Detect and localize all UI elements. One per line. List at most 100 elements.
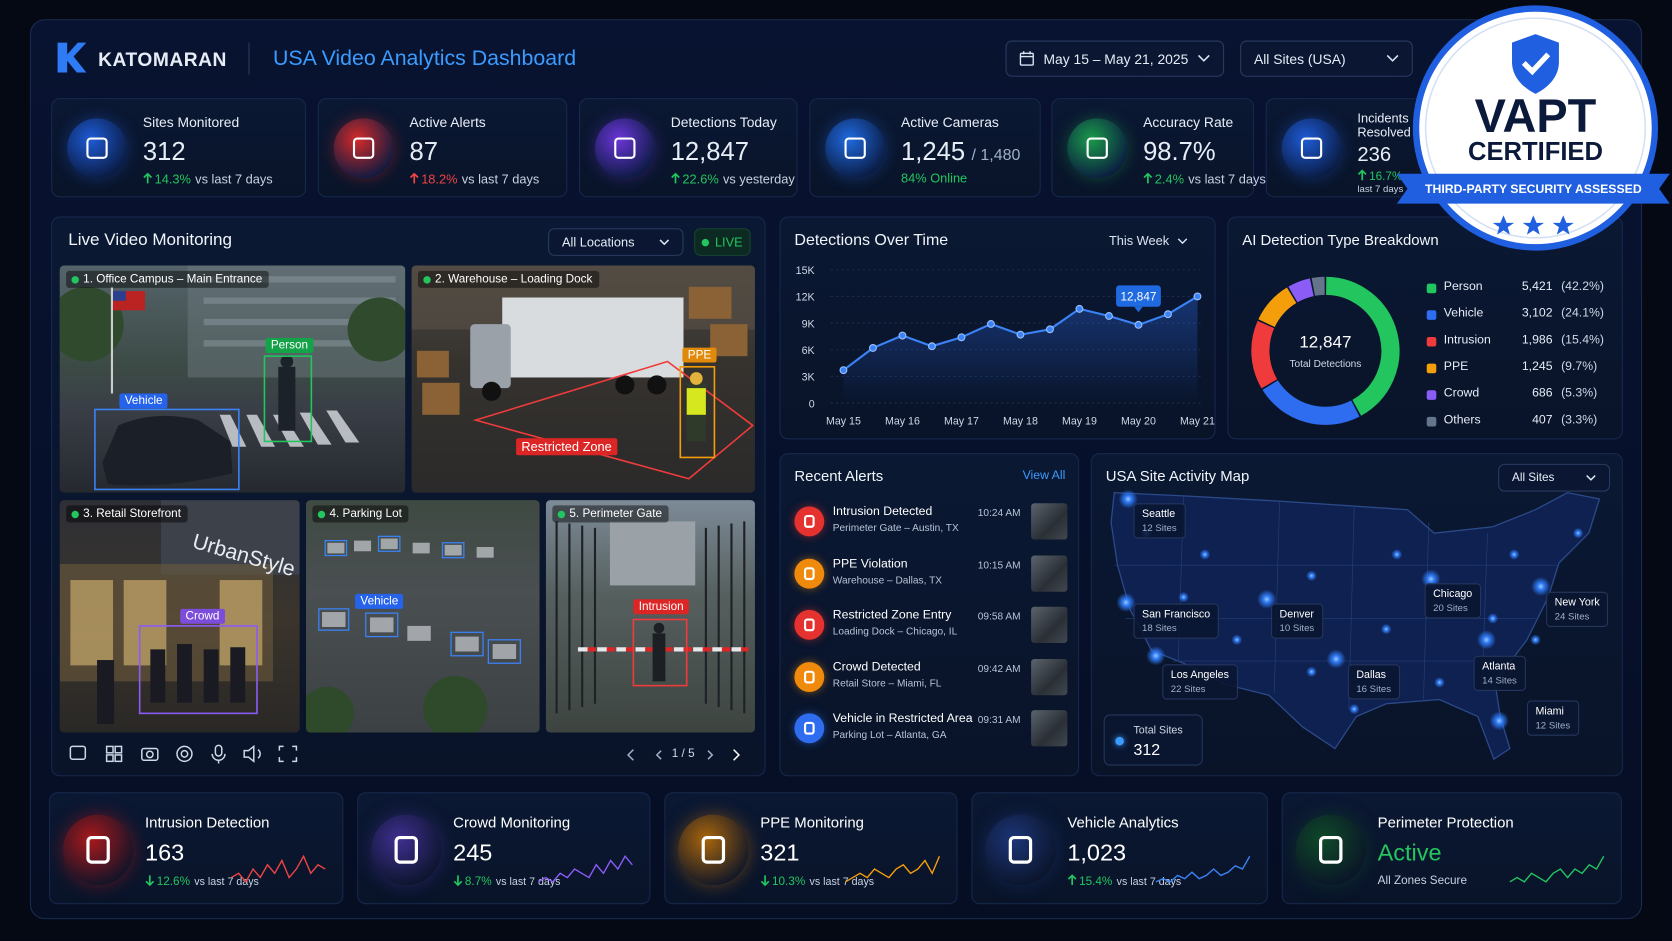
alert-glyph [803, 721, 815, 735]
y-tick-label: 12K [796, 292, 815, 304]
kpi-label: Active Alerts [409, 114, 486, 131]
detection-label: Intrusion [633, 599, 690, 615]
scene [555, 521, 749, 714]
city-sites: 24 Sites [1554, 610, 1590, 622]
camera-feed[interactable]: 1. Office Campus – Main Entrance Person … [59, 265, 406, 493]
city-sites: 12 Sites [1535, 719, 1571, 731]
city-glow [1118, 489, 1138, 509]
kpi-value-row: 87 [409, 138, 437, 168]
sparkline [538, 855, 633, 883]
pager-arrows[interactable] [623, 746, 751, 763]
view-all[interactable]: View All [1022, 469, 1066, 482]
camera-feed[interactable]: 2. Warehouse – Loading Dock PPE Restrict… [411, 265, 755, 493]
point [1105, 312, 1113, 320]
module-value: 321 [760, 839, 800, 866]
point [839, 366, 848, 375]
area [843, 296, 1198, 404]
city-name: Dallas [1356, 669, 1386, 682]
donut-center-label: Total Detections [1289, 359, 1361, 370]
divider [248, 42, 250, 75]
location-filter-label: All Locations [561, 234, 635, 250]
scene [59, 500, 300, 725]
city-name: San Francisco [1142, 608, 1211, 621]
kpi-label: Accuracy Rate [1143, 114, 1234, 131]
module-icon [62, 814, 134, 886]
location-filter[interactable]: All Locations [548, 228, 684, 256]
badge-ribbon: THIRD-PARTY SECURITY ASSESSED [1425, 182, 1642, 196]
kpi-card: Active Cameras 1,245 / 1,480 84% Online [809, 98, 1041, 198]
kpi-value-row: 1,245 / 1,480 [901, 138, 1020, 168]
module-glyph [86, 835, 110, 864]
camera-feed[interactable]: 5. Perimeter Gate Intrusion [545, 500, 755, 733]
site-filter-label: All Sites (USA) [1253, 50, 1346, 67]
detection-label: Restricted Zone [516, 438, 618, 456]
total-sites: Total Sites 312 [1103, 714, 1203, 766]
kpi-label: Active Cameras [901, 114, 999, 131]
module-title: Perimeter Protection [1377, 813, 1514, 831]
legend-value: 5,421 [1521, 280, 1553, 294]
period-filter[interactable]: This Week [1109, 234, 1188, 248]
alert-title: PPE Violation [832, 557, 908, 570]
legend-label: PPE [1443, 360, 1469, 374]
kpi-label: Incidents Resolved [1357, 110, 1411, 140]
arrow-path [145, 875, 155, 887]
module-icon [371, 814, 442, 886]
camera-feed[interactable]: UrbanStyle 3. Retail Storefront Crowd [59, 500, 300, 733]
module-icon [678, 814, 749, 886]
kpi-icon-glyph [1086, 137, 1108, 159]
arrow-path [453, 875, 463, 887]
detection-label: Crowd [180, 608, 225, 624]
donut-segment [1258, 287, 1297, 328]
legend-value: 3,102 [1521, 307, 1553, 320]
legend-percent: (42.2%) [1561, 280, 1605, 294]
y-tick-label: 6K [802, 345, 815, 357]
module-change-row: 15.4% vs last 7 days [1067, 874, 1181, 888]
legend-value: 686 [1532, 387, 1553, 400]
badge-line1: VAPT [1475, 90, 1597, 142]
module-change: 12.6% [156, 875, 191, 889]
kpi-change-row: 22.6% vs yesterday [671, 171, 796, 187]
alert-location: Warehouse – Dallas, TX [832, 574, 943, 586]
donut-segment [1325, 276, 1400, 416]
module-title: PPE Monitoring [760, 813, 865, 831]
alert-glyph [803, 566, 815, 580]
map-filter[interactable]: All Sites [1498, 463, 1611, 492]
kpi-change: 22.6% [682, 171, 719, 187]
alert-time: 09:42 AM [977, 662, 1021, 675]
legend-swatch [1426, 416, 1437, 427]
module-glyph [1008, 835, 1033, 864]
kpi-note: vs last 7 days [195, 171, 273, 187]
camera-feed[interactable]: 4. Parking Lot Vehicle [306, 500, 540, 733]
x-tick-label: May 20 [1121, 415, 1156, 427]
alert-icon [794, 609, 825, 640]
city-sites: 18 Sites [1142, 622, 1177, 634]
legend-swatch [1426, 336, 1437, 347]
y-tick-label: 15K [796, 265, 815, 277]
kpi-change-row: 84% Online [901, 172, 1039, 185]
x-tick-label: May 17 [944, 415, 979, 427]
city-label: Dallas 16 Sites [1347, 664, 1400, 700]
trend-arrow [1357, 169, 1367, 181]
kpi-card: Sites Monitored 312 14.3% vs last 7 days [51, 98, 307, 198]
arrow-path [143, 172, 153, 184]
point [987, 320, 995, 328]
city-glow [1146, 646, 1166, 666]
kpi-value: 1,245 [901, 137, 966, 167]
trend-arrow [143, 172, 153, 184]
total-label: Total Sites [1133, 725, 1183, 737]
kpi-value-row: 312 [143, 138, 186, 168]
kpi-change-row: 14.3% vs last 7 days [143, 171, 304, 187]
legend-swatch [1426, 363, 1437, 374]
point [1016, 330, 1025, 339]
date-range-picker[interactable]: May 15 – May 21, 2025 [1005, 40, 1225, 77]
alerts-title: Recent Alerts [794, 467, 884, 485]
site-filter[interactable]: All Sites (USA) [1240, 40, 1413, 77]
video-controls[interactable] [63, 742, 308, 765]
badge-line2: CERTIFIED [1468, 138, 1603, 166]
breakdown-title: AI Detection Type Breakdown [1242, 231, 1439, 249]
module-note: vs last 7 days [809, 876, 875, 889]
legend-percent: (9.7%) [1561, 360, 1598, 374]
kpi-icon-glyph [352, 137, 375, 159]
date-range: May 15 – May 21, 2025 [1043, 50, 1189, 67]
module-icon [985, 814, 1056, 886]
